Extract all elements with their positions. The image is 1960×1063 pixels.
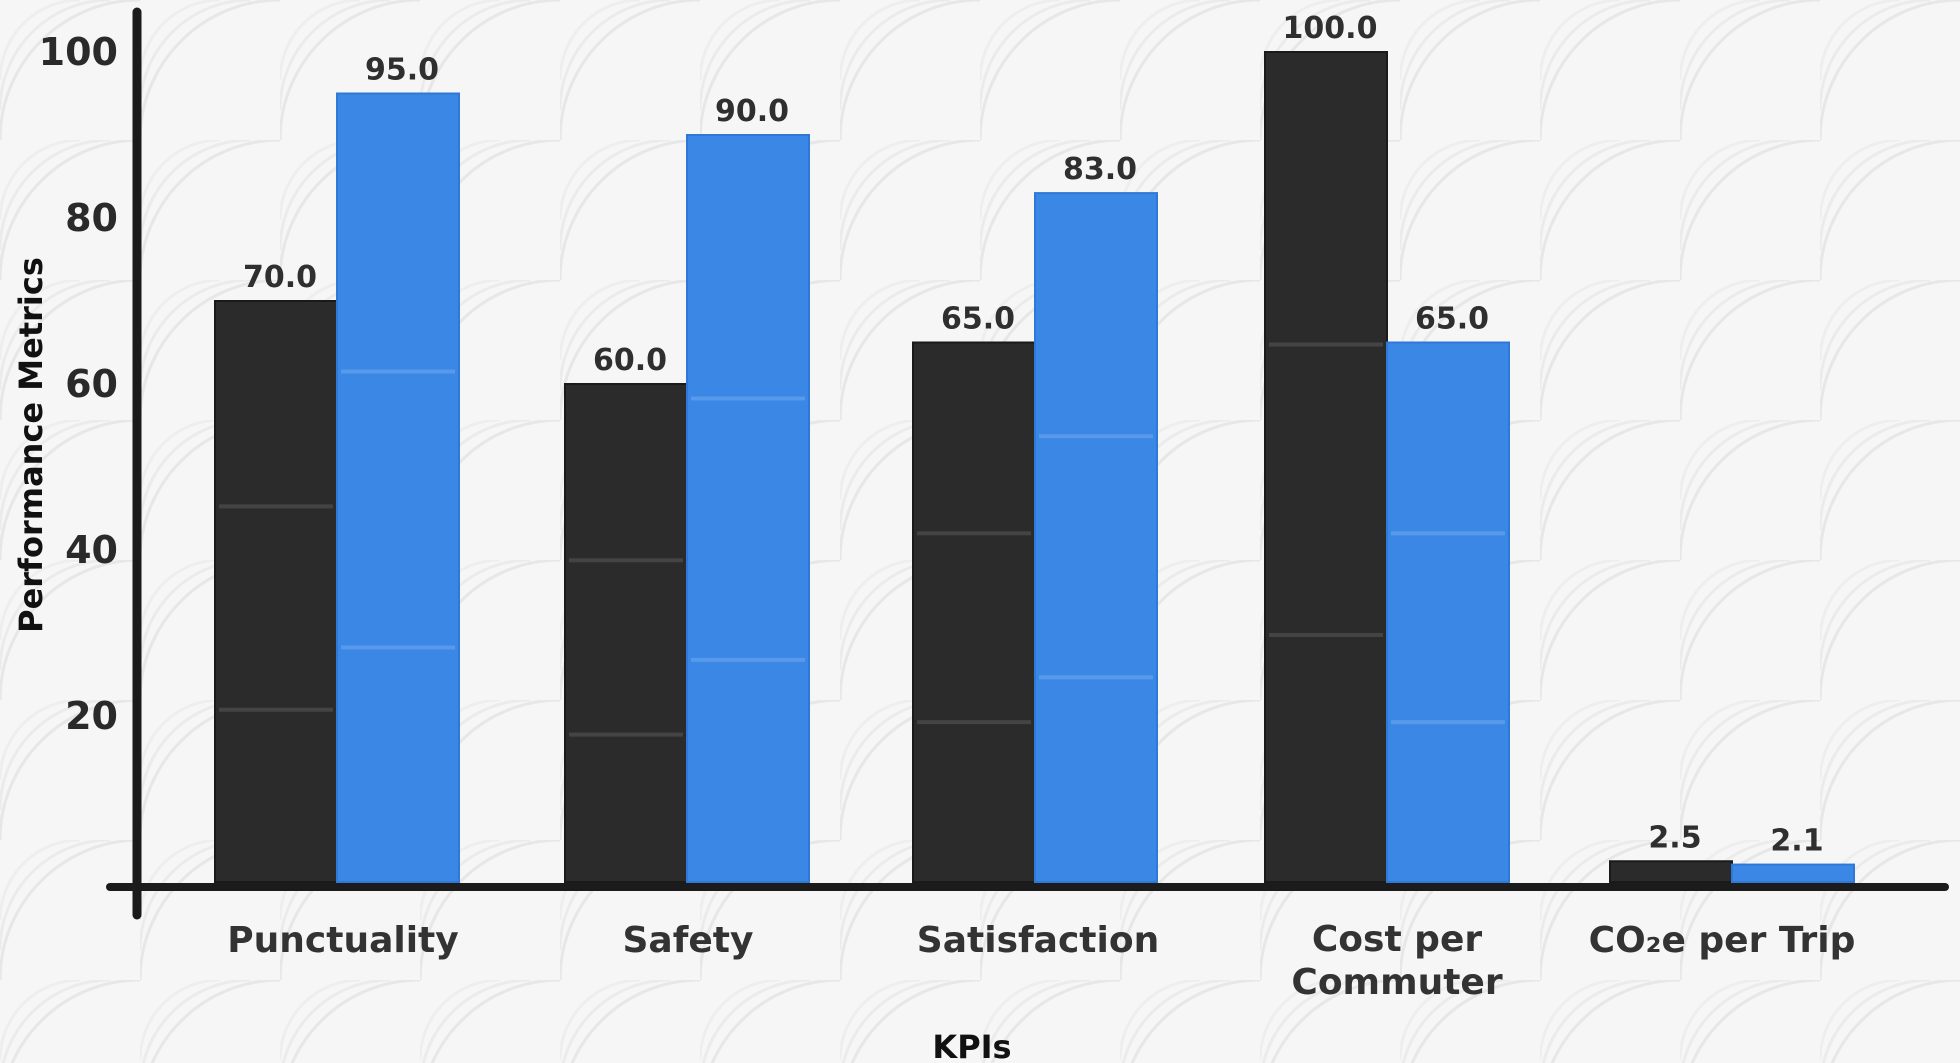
bar-texture-band — [341, 369, 455, 374]
y-tick-label-40: 40 — [65, 528, 118, 572]
bar-texture-band — [1269, 633, 1383, 637]
x-tick-label-2: Satisfaction — [917, 920, 1159, 961]
bar-texture-band — [1391, 720, 1505, 725]
bar-texture-band — [569, 732, 683, 737]
bar-texture-band — [1039, 434, 1153, 439]
x-tick-label-4: CO₂e per Trip — [1589, 920, 1856, 961]
bar-texture-band — [1391, 531, 1505, 536]
y-tick-label-100: 100 — [39, 30, 118, 74]
bar-texture-band — [691, 657, 805, 662]
bar-series1-3 — [1264, 51, 1388, 883]
value-label-series1-4: 2.5 — [1648, 820, 1701, 855]
bar-texture-band — [691, 396, 805, 401]
value-label-series1-0: 70.0 — [243, 260, 317, 295]
y-tick-label-80: 80 — [65, 196, 118, 240]
value-label-series2-3: 65.0 — [1415, 302, 1489, 337]
bar-texture-band — [569, 558, 683, 563]
y-tick-label-60: 60 — [65, 362, 118, 406]
bar-texture-band — [917, 531, 1031, 536]
y-tick-label-20: 20 — [65, 694, 118, 738]
bar-series2-4 — [1731, 863, 1855, 884]
value-label-series1-1: 60.0 — [593, 343, 667, 378]
bar-series2-3 — [1386, 341, 1510, 883]
bars-layer — [214, 51, 1855, 884]
bar-series2-2 — [1034, 192, 1158, 884]
value-label-series2-1: 90.0 — [715, 94, 789, 129]
bar-series1-0 — [214, 300, 338, 883]
value-label-series1-3: 100.0 — [1283, 11, 1378, 46]
bar-series2-0 — [336, 92, 460, 883]
x-tick-label-0: Punctuality — [227, 920, 458, 961]
x-tick-label-1: Safety — [623, 920, 754, 961]
bar-texture-band — [219, 707, 333, 712]
bar-series1-1 — [564, 383, 688, 883]
bar-texture-band — [1039, 675, 1153, 680]
value-label-series2-4: 2.1 — [1770, 824, 1823, 859]
x-axis-title: KPIs — [932, 1028, 1011, 1063]
y-axis-title: Performance Metrics — [12, 257, 50, 633]
value-label-series2-2: 83.0 — [1063, 152, 1137, 187]
x-tick-label-3: Cost per Commuter — [1291, 919, 1502, 1003]
bar-series1-2 — [912, 341, 1036, 883]
bar-texture-band — [1269, 342, 1383, 347]
bar-series1-4 — [1609, 860, 1733, 883]
axes-layer — [106, 7, 1949, 920]
labels-layer: 70.0 60.0 65.0 100.0 2.5 95.0 90.0 83.0 65.0 2.1 2… — [39, 11, 1856, 1003]
bar-texture-band — [917, 720, 1031, 725]
value-label-series1-2: 65.0 — [941, 302, 1015, 337]
value-label-series2-0: 95.0 — [365, 53, 439, 88]
bar-texture-band — [341, 645, 455, 650]
bar-series2-1 — [686, 134, 810, 883]
bar-texture-band — [219, 504, 333, 509]
